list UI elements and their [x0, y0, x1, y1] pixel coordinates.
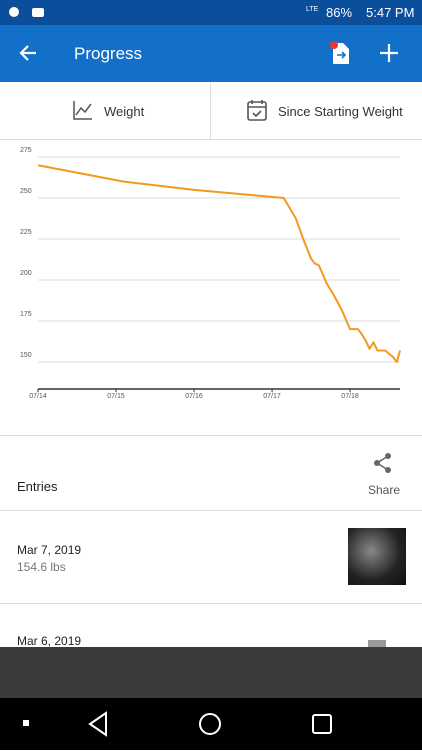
status-bar: LTE 86% 5:47 PM — [0, 0, 422, 25]
calendar-icon — [247, 100, 267, 121]
divider — [210, 82, 211, 139]
tab[interactable]: Since Starting Weight — [278, 104, 403, 119]
battery: 86% — [326, 5, 353, 20]
time: 5:47 PM — [366, 5, 415, 20]
x-tick-label: 07/16 — [185, 393, 203, 400]
entry-date[interactable]: Mar 7, 2019 — [17, 543, 82, 557]
back-button[interactable] — [18, 43, 38, 63]
overlay — [0, 647, 422, 698]
divider — [0, 435, 422, 436]
share-label[interactable]: Share — [368, 483, 401, 497]
tab[interactable]: Weight — [104, 104, 145, 119]
nav-bar — [0, 698, 422, 750]
app-bar: Progress — [0, 25, 422, 82]
y-tick-label: 175 — [20, 311, 32, 318]
y-tick-label: 250 — [20, 188, 32, 195]
divider — [0, 603, 422, 604]
network: LTE — [306, 6, 319, 13]
x-tick-label: 07/17 — [263, 393, 281, 400]
divider — [0, 510, 422, 511]
entry-date[interactable]: Mar 6, 2019 — [17, 634, 82, 648]
line — [37, 164, 401, 363]
export-button[interactable] — [328, 40, 352, 66]
weight-icon — [73, 101, 92, 120]
share-icon[interactable] — [372, 452, 394, 474]
add-button[interactable] — [378, 42, 400, 64]
y-tick-label: 200 — [20, 270, 32, 277]
entry-weight[interactable]: 154.6 lbs — [17, 560, 66, 574]
title: Progress — [74, 44, 143, 63]
status-icons — [9, 7, 44, 17]
entry-photo[interactable] — [368, 640, 386, 648]
chart: 150 175 200 225 250 275 07/14 07/15 07/16 07/17 07… — [20, 147, 401, 400]
y-tick-label: 225 — [20, 229, 32, 236]
x-tick-label: 07/14 — [29, 393, 47, 400]
y-tick-label: 275 — [20, 147, 32, 154]
nav-buttons — [23, 711, 332, 737]
x-tick-label: 07/15 — [107, 393, 125, 400]
entries-title: Entries — [17, 479, 58, 494]
y-tick-label: 150 — [20, 352, 32, 359]
x-tick-label: 07/18 — [341, 393, 359, 400]
tab-row: Weight Since Starting Weight — [0, 82, 422, 140]
entry-photo[interactable] — [348, 528, 406, 585]
